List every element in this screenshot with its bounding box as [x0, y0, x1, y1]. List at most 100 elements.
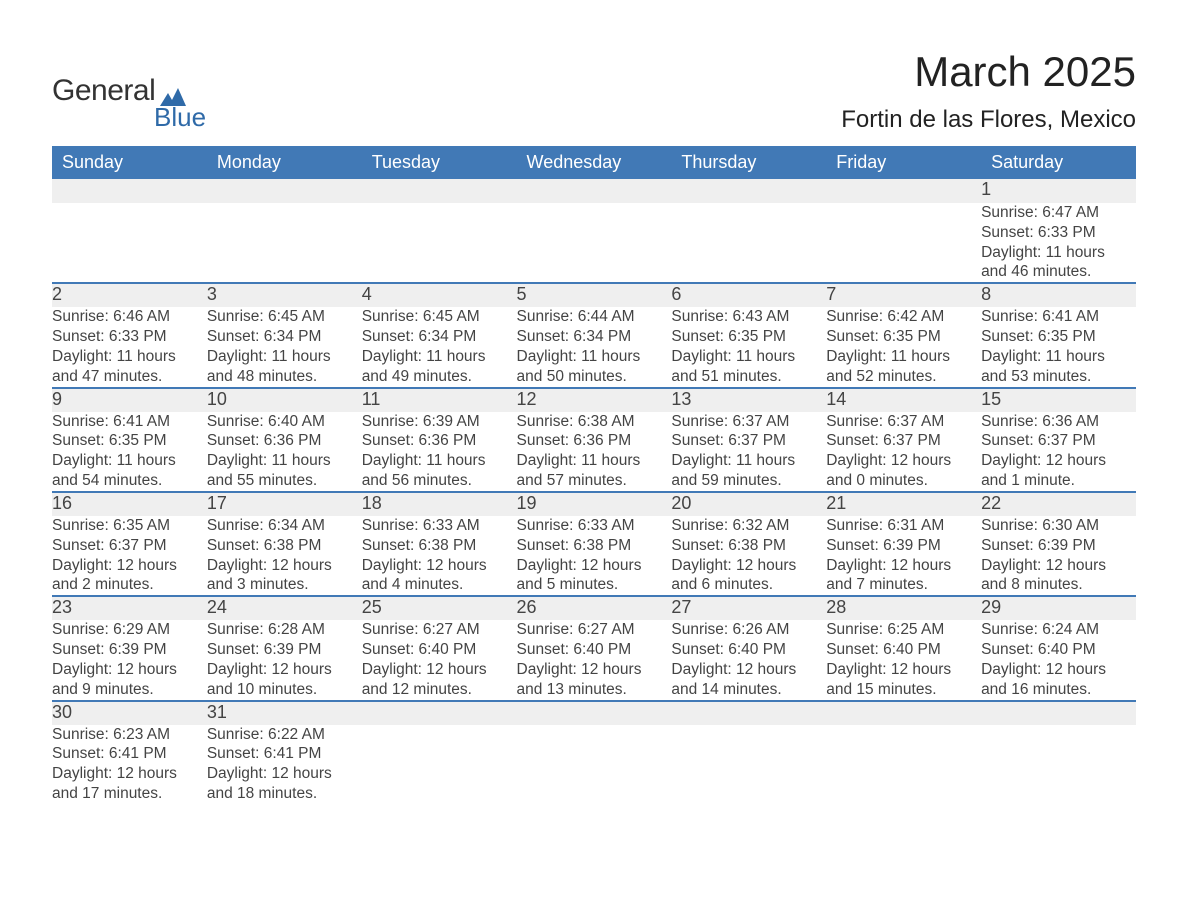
- day-detail-cell: Sunrise: 6:38 AMSunset: 6:36 PMDaylight:…: [517, 412, 672, 492]
- day-detail-cell: Sunrise: 6:27 AMSunset: 6:40 PMDaylight:…: [362, 620, 517, 700]
- day-detail-cell: Sunrise: 6:40 AMSunset: 6:36 PMDaylight:…: [207, 412, 362, 492]
- sunset-label: Sunset: 6:36 PM: [207, 431, 362, 451]
- daylight-label-2: and 5 minutes.: [517, 575, 672, 595]
- day-number-cell: 7: [826, 283, 981, 307]
- sunset-label: Sunset: 6:38 PM: [207, 536, 362, 556]
- daylight-label-2: and 4 minutes.: [362, 575, 517, 595]
- daylight-label-2: and 9 minutes.: [52, 680, 207, 700]
- day-number-cell: 2: [52, 283, 207, 307]
- day-number-cell: 3: [207, 283, 362, 307]
- sunrise-label: Sunrise: 6:23 AM: [52, 725, 207, 745]
- day-number-cell: [52, 179, 207, 203]
- sunset-label: Sunset: 6:39 PM: [981, 536, 1136, 556]
- daynum-row: 16171819202122: [52, 492, 1136, 516]
- sunset-label: Sunset: 6:40 PM: [826, 640, 981, 660]
- daylight-label-2: and 17 minutes.: [52, 784, 207, 804]
- day-number-cell: 17: [207, 492, 362, 516]
- day-number-cell: 23: [52, 596, 207, 620]
- sunrise-label: Sunrise: 6:33 AM: [362, 516, 517, 536]
- brand-name-part2: Blue: [154, 102, 288, 133]
- daylight-label-2: and 59 minutes.: [671, 471, 826, 491]
- daylight-label-1: Daylight: 11 hours: [362, 347, 517, 367]
- day-detail-cell: Sunrise: 6:42 AMSunset: 6:35 PMDaylight:…: [826, 307, 981, 387]
- sunrise-label: Sunrise: 6:37 AM: [826, 412, 981, 432]
- day-detail-row: Sunrise: 6:46 AMSunset: 6:33 PMDaylight:…: [52, 307, 1136, 387]
- day-detail-cell: Sunrise: 6:44 AMSunset: 6:34 PMDaylight:…: [517, 307, 672, 387]
- day-detail-cell: [362, 725, 517, 804]
- sunrise-label: Sunrise: 6:25 AM: [826, 620, 981, 640]
- day-detail-row: Sunrise: 6:35 AMSunset: 6:37 PMDaylight:…: [52, 516, 1136, 596]
- sunset-label: Sunset: 6:34 PM: [517, 327, 672, 347]
- day-detail-cell: [362, 203, 517, 283]
- sunrise-label: Sunrise: 6:33 AM: [517, 516, 672, 536]
- sunrise-label: Sunrise: 6:45 AM: [362, 307, 517, 327]
- day-detail-cell: Sunrise: 6:30 AMSunset: 6:39 PMDaylight:…: [981, 516, 1136, 596]
- day-detail-cell: [517, 203, 672, 283]
- sunrise-label: Sunrise: 6:22 AM: [207, 725, 362, 745]
- brand-logo: General Blue: [52, 74, 186, 139]
- sunset-label: Sunset: 6:35 PM: [52, 431, 207, 451]
- day-number-cell: 19: [517, 492, 672, 516]
- sunrise-label: Sunrise: 6:27 AM: [517, 620, 672, 640]
- daylight-label-2: and 13 minutes.: [517, 680, 672, 700]
- daylight-label-2: and 15 minutes.: [826, 680, 981, 700]
- day-number-cell: 1: [981, 179, 1136, 203]
- sunset-label: Sunset: 6:36 PM: [517, 431, 672, 451]
- day-number-cell: 18: [362, 492, 517, 516]
- col-monday: Monday: [207, 146, 362, 179]
- daylight-label-1: Daylight: 12 hours: [52, 764, 207, 784]
- sunrise-label: Sunrise: 6:32 AM: [671, 516, 826, 536]
- col-thursday: Thursday: [671, 146, 826, 179]
- weekday-header-row: Sunday Monday Tuesday Wednesday Thursday…: [52, 146, 1136, 179]
- day-number-cell: 5: [517, 283, 672, 307]
- sunrise-label: Sunrise: 6:39 AM: [362, 412, 517, 432]
- sunrise-label: Sunrise: 6:42 AM: [826, 307, 981, 327]
- daylight-label-2: and 56 minutes.: [362, 471, 517, 491]
- col-sunday: Sunday: [52, 146, 207, 179]
- sunset-label: Sunset: 6:34 PM: [207, 327, 362, 347]
- day-detail-cell: Sunrise: 6:26 AMSunset: 6:40 PMDaylight:…: [671, 620, 826, 700]
- daylight-label-1: Daylight: 11 hours: [826, 347, 981, 367]
- daylight-label-2: and 54 minutes.: [52, 471, 207, 491]
- day-number-cell: 31: [207, 701, 362, 725]
- day-number-cell: 24: [207, 596, 362, 620]
- daylight-label-1: Daylight: 11 hours: [52, 451, 207, 471]
- daylight-label-1: Daylight: 12 hours: [52, 660, 207, 680]
- sunset-label: Sunset: 6:36 PM: [362, 431, 517, 451]
- sunset-label: Sunset: 6:38 PM: [517, 536, 672, 556]
- daylight-label-2: and 6 minutes.: [671, 575, 826, 595]
- daylight-label-1: Daylight: 12 hours: [671, 660, 826, 680]
- day-number-cell: [207, 179, 362, 203]
- day-number-cell: 14: [826, 388, 981, 412]
- day-detail-cell: [671, 203, 826, 283]
- sunset-label: Sunset: 6:40 PM: [671, 640, 826, 660]
- location-label: Fortin de las Flores, Mexico: [841, 106, 1136, 134]
- daylight-label-1: Daylight: 12 hours: [671, 556, 826, 576]
- sunrise-label: Sunrise: 6:24 AM: [981, 620, 1136, 640]
- sunrise-label: Sunrise: 6:31 AM: [826, 516, 981, 536]
- day-detail-cell: Sunrise: 6:31 AMSunset: 6:39 PMDaylight:…: [826, 516, 981, 596]
- sunset-label: Sunset: 6:40 PM: [981, 640, 1136, 660]
- sunrise-label: Sunrise: 6:45 AM: [207, 307, 362, 327]
- daylight-label-1: Daylight: 12 hours: [981, 660, 1136, 680]
- day-detail-cell: [826, 203, 981, 283]
- day-detail-cell: Sunrise: 6:27 AMSunset: 6:40 PMDaylight:…: [517, 620, 672, 700]
- sunrise-label: Sunrise: 6:41 AM: [981, 307, 1136, 327]
- day-detail-row: Sunrise: 6:41 AMSunset: 6:35 PMDaylight:…: [52, 412, 1136, 492]
- sunrise-label: Sunrise: 6:43 AM: [671, 307, 826, 327]
- sunrise-label: Sunrise: 6:41 AM: [52, 412, 207, 432]
- day-detail-cell: Sunrise: 6:22 AMSunset: 6:41 PMDaylight:…: [207, 725, 362, 804]
- sunset-label: Sunset: 6:39 PM: [52, 640, 207, 660]
- sunset-label: Sunset: 6:37 PM: [52, 536, 207, 556]
- day-number-cell: [826, 179, 981, 203]
- daylight-label-2: and 57 minutes.: [517, 471, 672, 491]
- daylight-label-1: Daylight: 11 hours: [52, 347, 207, 367]
- day-detail-cell: Sunrise: 6:23 AMSunset: 6:41 PMDaylight:…: [52, 725, 207, 804]
- sunrise-label: Sunrise: 6:47 AM: [981, 203, 1136, 223]
- day-number-cell: [981, 701, 1136, 725]
- day-number-cell: 20: [671, 492, 826, 516]
- day-number-cell: 15: [981, 388, 1136, 412]
- sunrise-label: Sunrise: 6:28 AM: [207, 620, 362, 640]
- daylight-label-2: and 51 minutes.: [671, 367, 826, 387]
- sunrise-label: Sunrise: 6:36 AM: [981, 412, 1136, 432]
